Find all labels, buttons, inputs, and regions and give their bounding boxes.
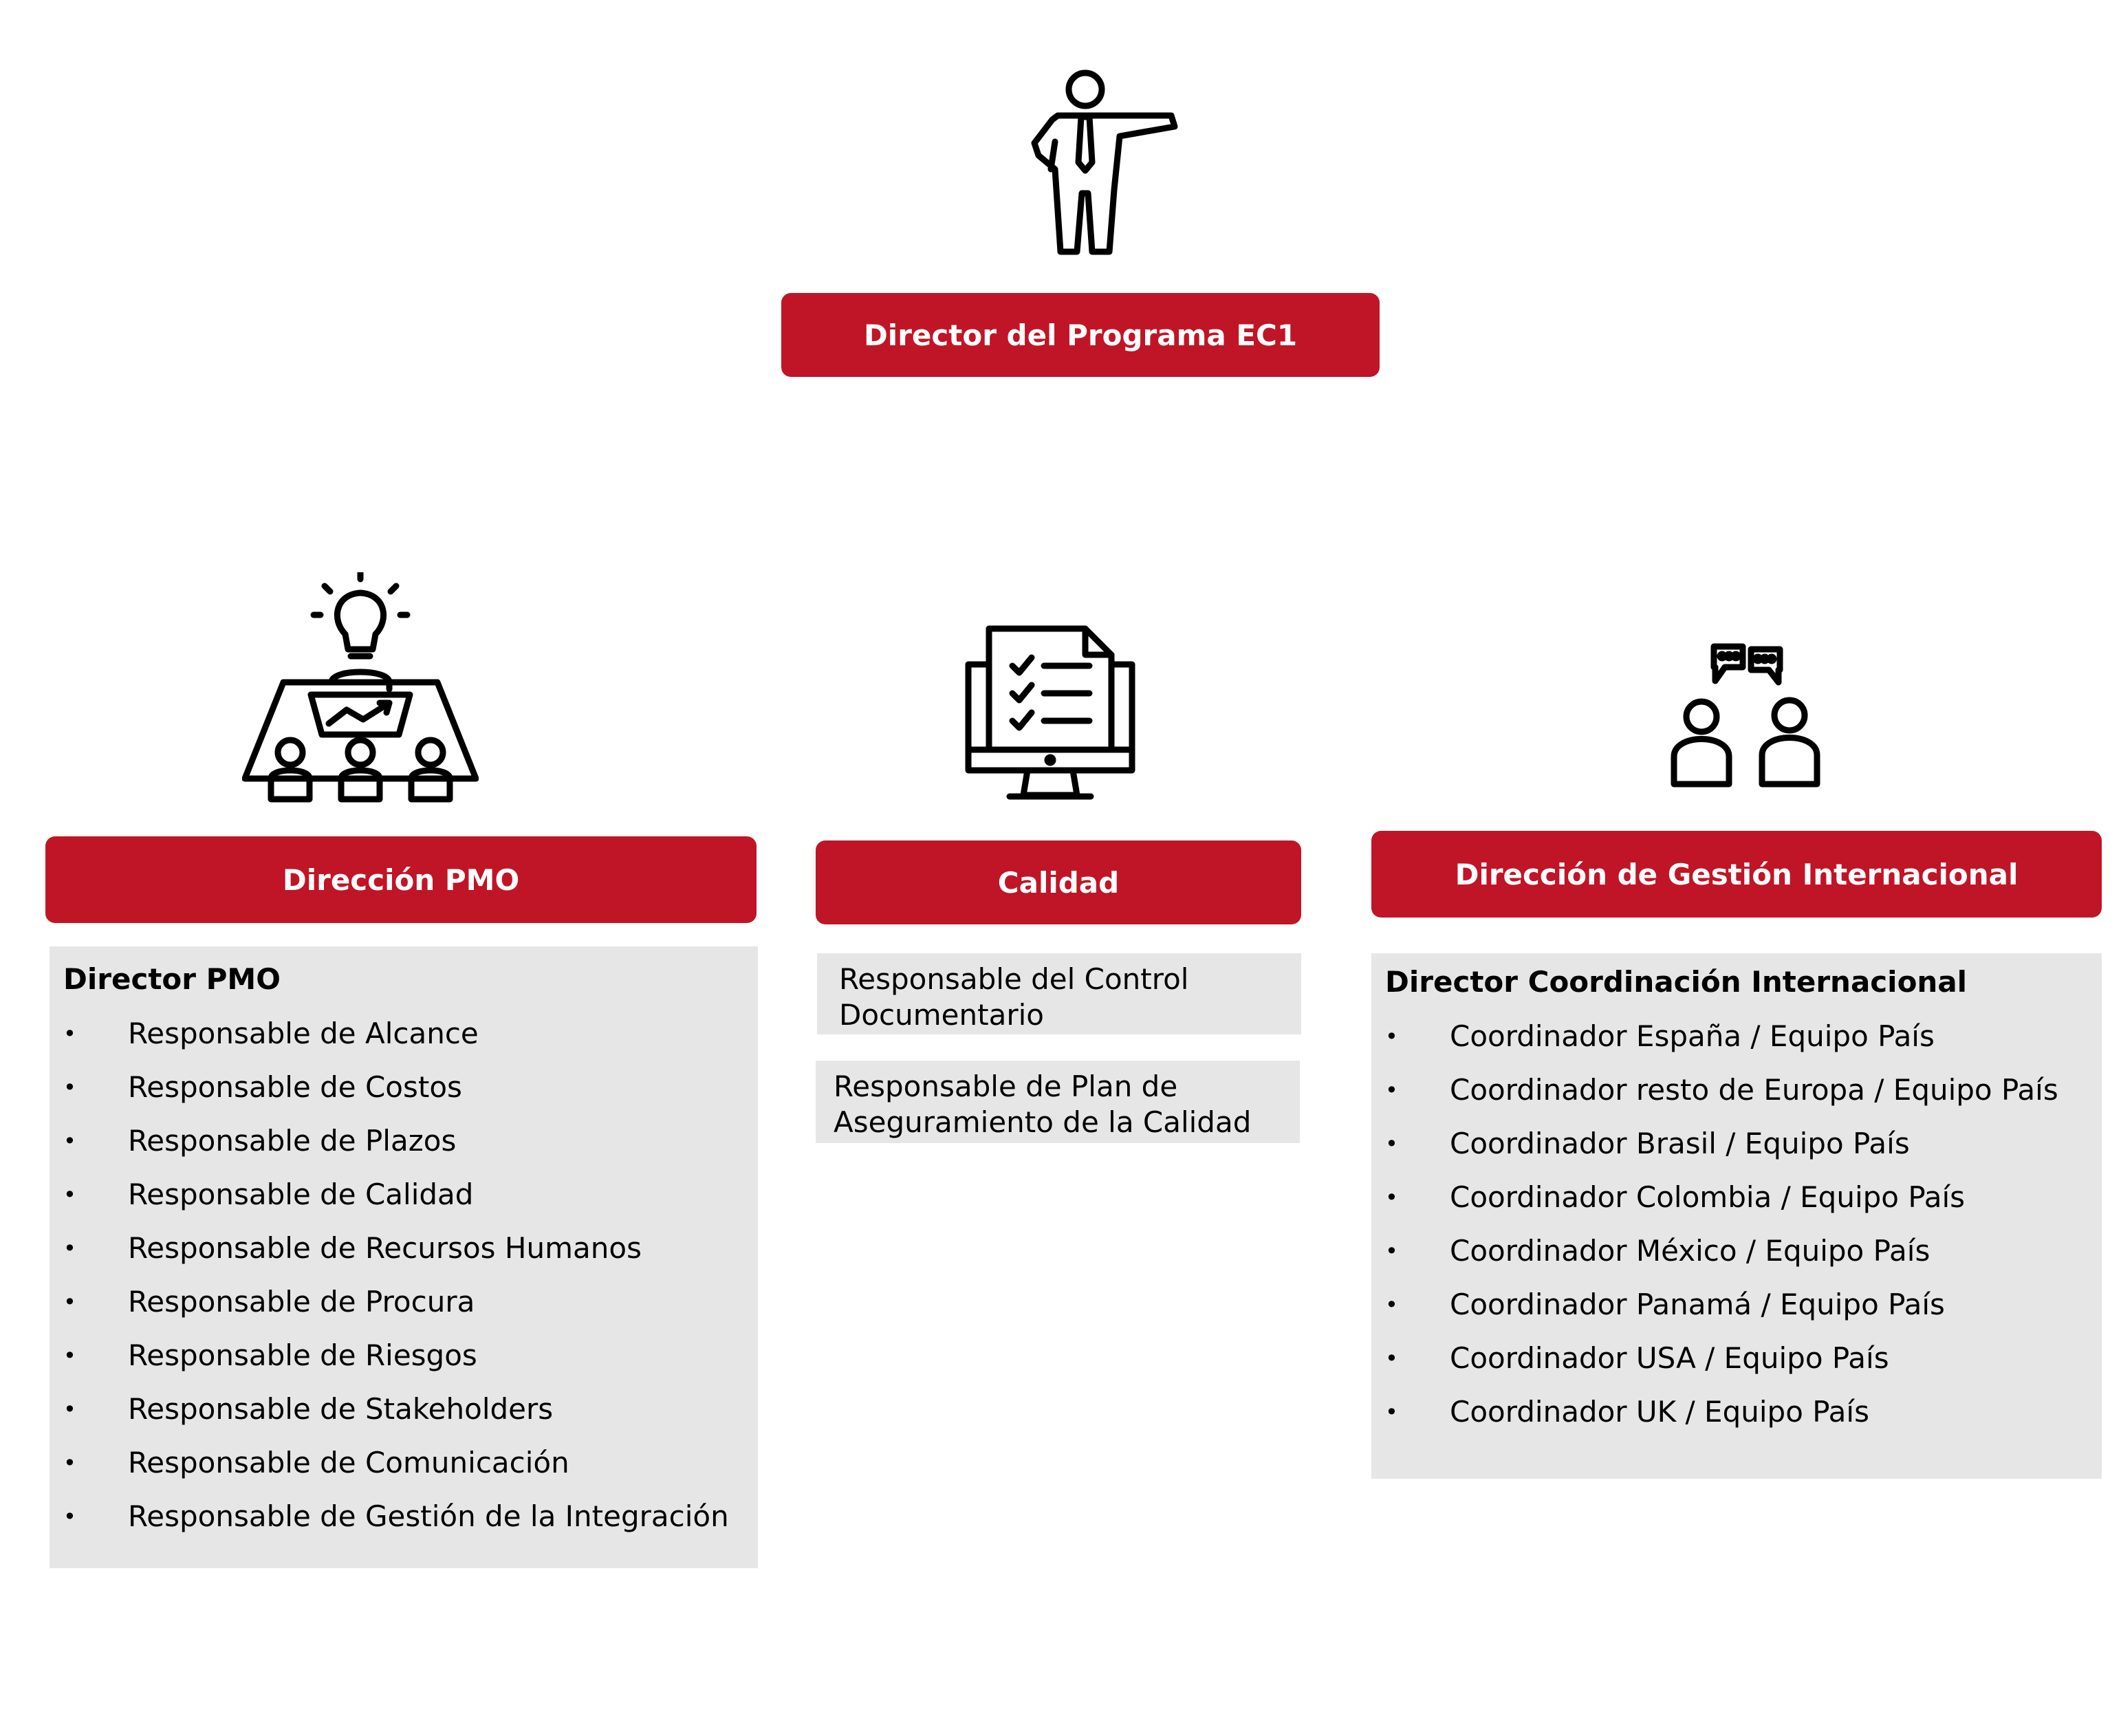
intl-header-label: Dirección de Gestión Internacional bbox=[1455, 857, 2019, 891]
bullet: • bbox=[1385, 1077, 1398, 1103]
quality-box-line: Documentario bbox=[839, 998, 1044, 1032]
quality-box-line: Responsable de Plan de bbox=[834, 1070, 1178, 1103]
list-item: • Responsable de Gestión de la Integració… bbox=[63, 1490, 758, 1543]
pmo-header-label: Dirección PMO bbox=[282, 862, 520, 897]
list-item: • Responsable de Alcance bbox=[63, 1007, 758, 1061]
bullet: • bbox=[63, 1396, 76, 1422]
list-item: • Responsable de Recursos Humanos bbox=[63, 1222, 758, 1275]
bullet: • bbox=[1385, 1345, 1398, 1371]
list-item: • Coordinador Colombia / Equipo País bbox=[1385, 1171, 2102, 1224]
quality-box-line: Responsable del Control bbox=[839, 962, 1189, 996]
quality-header-box: Calidad bbox=[816, 840, 1301, 924]
meeting-idea-icon bbox=[242, 572, 479, 812]
list-item: • Responsable de Procura bbox=[63, 1275, 758, 1329]
list-item: • Coordinador España / Equipo País bbox=[1385, 1010, 2102, 1063]
list-item: • Responsable de Stakeholders bbox=[63, 1382, 758, 1436]
pmo-header-box: Dirección PMO bbox=[45, 836, 757, 923]
list-item: • Responsable de Riesgos bbox=[63, 1329, 758, 1382]
quality-box-line: Aseguramiento de la Calidad bbox=[834, 1105, 1252, 1139]
bullet: • bbox=[1385, 1184, 1398, 1211]
intl-list: • Coordinador España / Equipo País • Coord… bbox=[1385, 1010, 2102, 1439]
list-item: • Coordinador UK / Equipo País bbox=[1385, 1385, 2102, 1439]
bullet: • bbox=[1385, 1131, 1398, 1157]
bullet: • bbox=[1385, 1292, 1398, 1318]
bullet: • bbox=[63, 1021, 76, 1047]
bullet: • bbox=[1385, 1399, 1398, 1425]
quality-box-assurance-plan: Responsable de Plan de Aseguramiento de … bbox=[816, 1061, 1300, 1143]
program-director-label: Director del Programa EC1 bbox=[863, 318, 1298, 352]
intl-list-title: Director Coordinación Internacional bbox=[1385, 965, 1968, 999]
list-item: • Coordinador resto de Europa / Equipo Pa… bbox=[1385, 1063, 2102, 1117]
bullet: • bbox=[63, 1504, 76, 1530]
program-director-box: Director del Programa EC1 bbox=[781, 293, 1380, 377]
presenter-icon bbox=[1010, 66, 1182, 265]
list-item: • Coordinador Brasil / Equipo País bbox=[1385, 1117, 2102, 1171]
bullet: • bbox=[63, 1182, 76, 1208]
list-item: • Coordinador México / Equipo País bbox=[1385, 1224, 2102, 1278]
bullet: • bbox=[1385, 1023, 1398, 1050]
two-people-chat-icon bbox=[1666, 640, 1828, 792]
quality-box-document-control: Responsable del Control Documentario bbox=[817, 953, 1301, 1034]
bullet: • bbox=[63, 1289, 76, 1315]
quality-header-label: Calidad bbox=[997, 865, 1120, 900]
bullet: • bbox=[63, 1343, 76, 1369]
pmo-panel: Director PMO • Responsable de Alcance • Re… bbox=[50, 946, 758, 1568]
list-item: • Coordinador Panamá / Equipo País bbox=[1385, 1278, 2102, 1332]
intl-panel: Director Coordinación Internacional • Coo… bbox=[1371, 953, 2102, 1479]
list-item: • Responsable de Plazos bbox=[63, 1114, 758, 1168]
list-item: • Responsable de Calidad bbox=[63, 1168, 758, 1222]
bullet: • bbox=[63, 1450, 76, 1476]
bullet: • bbox=[63, 1074, 76, 1100]
checklist-monitor-icon bbox=[961, 625, 1139, 805]
pmo-list: • Responsable de Alcance • Responsable de … bbox=[63, 1007, 758, 1543]
bullet: • bbox=[1385, 1238, 1398, 1264]
list-item: • Responsable de Costos bbox=[63, 1061, 758, 1114]
bullet: • bbox=[63, 1235, 76, 1261]
pmo-list-title: Director PMO bbox=[63, 962, 281, 996]
list-item: • Responsable de Comunicación bbox=[63, 1436, 758, 1490]
list-item: • Coordinador USA / Equipo País bbox=[1385, 1332, 2102, 1385]
intl-header-box: Dirección de Gestión Internacional bbox=[1371, 831, 2102, 918]
bullet: • bbox=[63, 1128, 76, 1154]
